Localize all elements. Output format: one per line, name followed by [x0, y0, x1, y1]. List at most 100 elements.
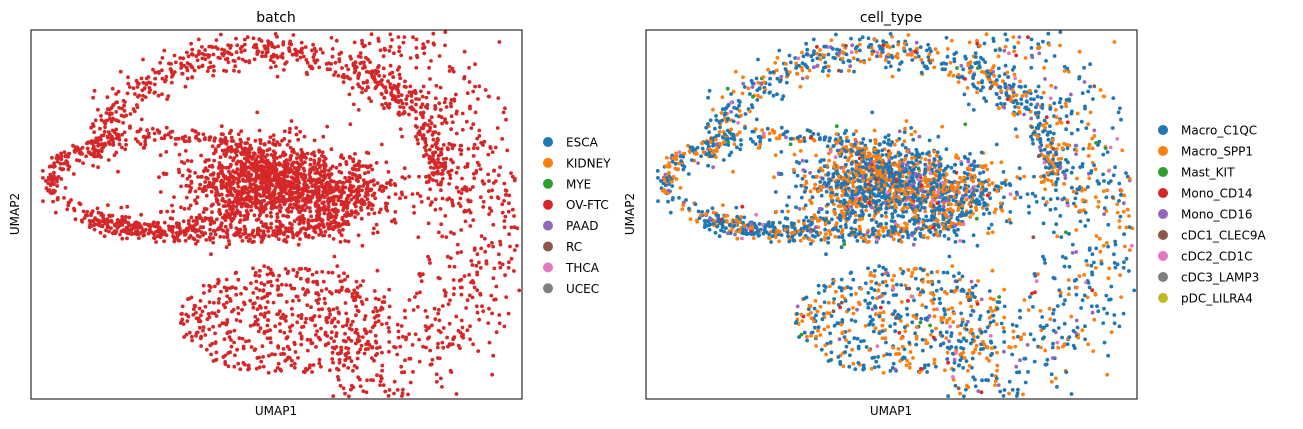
scatter-point	[750, 81, 755, 85]
scatter-point	[312, 138, 317, 143]
scatter-point	[392, 391, 396, 396]
scatter-point	[954, 50, 959, 55]
scatter-point	[1060, 254, 1065, 259]
scatter-point	[454, 314, 459, 319]
scatter-point	[358, 175, 362, 180]
scatter-point	[1005, 97, 1010, 101]
scatter-point	[208, 44, 213, 49]
scatter-point	[234, 292, 239, 297]
scatter-point	[392, 51, 396, 56]
scatter-point	[1042, 118, 1047, 123]
scatter-point	[1030, 291, 1034, 296]
scatter-point	[278, 329, 283, 334]
scatter-point	[178, 226, 182, 231]
scatter-point	[468, 187, 473, 192]
scatter-point	[976, 80, 981, 85]
scatter-point	[114, 100, 118, 105]
scatter-point	[967, 364, 972, 368]
scatter-point	[181, 56, 186, 61]
scatter-point	[373, 68, 378, 73]
scatter-point	[416, 235, 421, 240]
scatter-point	[299, 187, 304, 192]
scatter-point	[282, 129, 287, 134]
scatter-point	[512, 214, 516, 218]
scatter-point	[1021, 392, 1025, 397]
scatter-point	[455, 242, 460, 247]
scatter-point	[235, 347, 240, 352]
scatter-point	[1094, 246, 1099, 251]
scatter-point	[334, 213, 339, 217]
scatter-point	[205, 69, 210, 73]
scatter-point	[369, 32, 374, 37]
scatter-point	[268, 210, 273, 215]
scatter-point	[207, 53, 212, 58]
scatter-point	[164, 233, 169, 238]
scatter-point	[991, 65, 995, 70]
scatter-point	[406, 392, 410, 397]
scatter-point	[427, 154, 432, 159]
scatter-point	[233, 271, 238, 275]
scatter-point	[184, 195, 189, 200]
scatter-point	[357, 72, 361, 77]
scatter-point	[235, 149, 240, 154]
scatter-point	[62, 161, 66, 166]
scatter-point	[226, 330, 230, 335]
scatter-point	[431, 157, 435, 161]
scatter-point	[240, 57, 245, 62]
scatter-point	[951, 368, 956, 372]
scatter-point	[460, 127, 465, 132]
scatter-point	[1022, 298, 1027, 302]
scatter-point	[427, 147, 432, 152]
scatter-point	[1072, 278, 1077, 283]
scatter-point	[282, 330, 287, 335]
scatter-point	[445, 254, 450, 259]
scatter-point	[287, 130, 292, 135]
scatter-point	[318, 163, 322, 168]
scatter-point	[723, 107, 727, 111]
scatter-point	[370, 193, 375, 198]
scatter-point	[266, 318, 270, 322]
scatter-point	[337, 274, 341, 278]
scatter-point	[318, 194, 323, 198]
scatter-point	[194, 201, 199, 206]
scatter-point	[496, 173, 501, 178]
scatter-point	[368, 60, 372, 64]
scatter-point	[189, 52, 194, 57]
scatter-point	[278, 209, 283, 214]
scatter-point	[1073, 196, 1078, 201]
scatter-point	[402, 35, 407, 39]
scatter-point	[404, 337, 408, 342]
scatter-point	[471, 185, 475, 189]
scatter-point	[395, 84, 400, 89]
scatter-point	[990, 268, 995, 273]
scatter-point	[420, 94, 425, 99]
scatter-point	[426, 90, 431, 95]
scatter-point	[370, 167, 375, 172]
scatter-point	[58, 161, 63, 166]
scatter-point	[229, 344, 234, 349]
scatter-point	[309, 214, 314, 219]
scatter-point	[323, 229, 328, 234]
scatter-point	[240, 173, 244, 178]
scatter-point	[157, 225, 162, 230]
scatter-point	[386, 79, 390, 84]
scatter-point	[291, 268, 296, 272]
scatter-point	[387, 48, 392, 53]
scatter-point	[853, 46, 858, 51]
scatter-point	[1003, 32, 1008, 37]
scatter-point	[998, 389, 1003, 394]
scatter-point	[725, 117, 730, 122]
scatter-point	[228, 206, 233, 211]
scatter-point	[421, 115, 425, 120]
scatter-point	[203, 333, 208, 337]
scatter-point	[915, 46, 919, 51]
scatter-point	[1071, 189, 1076, 194]
scatter-point	[135, 81, 140, 85]
scatter-point	[131, 223, 135, 228]
scatter-point	[172, 239, 177, 244]
scatter-point	[872, 37, 877, 42]
scatter-point	[205, 317, 210, 322]
scatter-point	[440, 121, 444, 126]
scatter-point	[471, 342, 475, 347]
scatter-point	[815, 45, 819, 49]
